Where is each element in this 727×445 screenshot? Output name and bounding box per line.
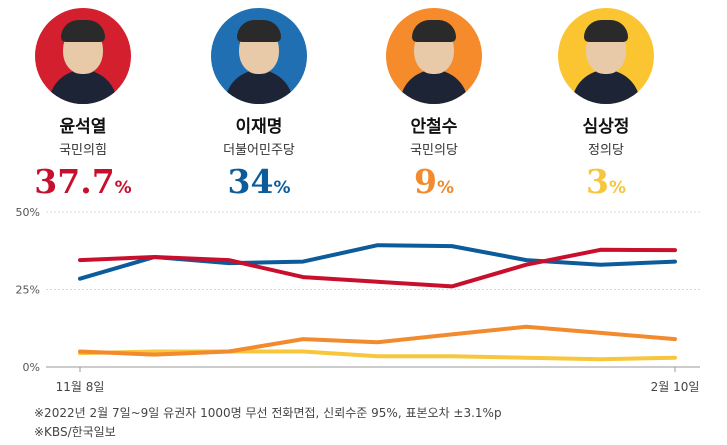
candidate-card: 이재명 더불어민주당 34% bbox=[184, 8, 334, 208]
avatar bbox=[35, 8, 131, 104]
percent-unit: % bbox=[436, 178, 454, 198]
avatar bbox=[211, 8, 307, 104]
x-tick-label: 11월 8일 bbox=[56, 380, 105, 394]
percent-unit: % bbox=[608, 178, 626, 198]
percent-value: 3 bbox=[585, 162, 609, 201]
candidate-party: 더불어민주당 bbox=[223, 143, 295, 158]
survey-footnote: ※2022년 2월 7일~9일 유권자 1000명 무선 전화면접, 신뢰수준 … bbox=[34, 406, 502, 420]
x-tick-label: 2월 10일 bbox=[651, 380, 700, 394]
series-line-윤석열 bbox=[78, 247, 677, 289]
candidate-percent: 9% bbox=[359, 162, 509, 208]
candidate-row: 윤석열 국민의힘 37.7% 이재명 더불어민주당 34% 안철수 국민의당 9… bbox=[0, 0, 727, 201]
candidate-name: 이재명 bbox=[235, 117, 283, 137]
candidate-party: 정의당 bbox=[588, 143, 624, 158]
candidate-party: 국민의힘 bbox=[59, 143, 107, 158]
y-tick-label: 0% bbox=[23, 361, 40, 374]
candidate-card: 심상정 정의당 3% bbox=[531, 8, 681, 208]
avatar bbox=[558, 8, 654, 104]
y-tick-label: 50% bbox=[16, 206, 40, 219]
candidate-name: 심상정 bbox=[582, 117, 630, 137]
candidate-card: 안철수 국민의당 9% bbox=[359, 8, 509, 208]
candidate-percent: 34% bbox=[184, 162, 334, 208]
percent-value: 9 bbox=[413, 162, 437, 201]
candidate-percent: 3% bbox=[531, 162, 681, 208]
percent-unit: % bbox=[273, 178, 291, 198]
series-line-안철수 bbox=[78, 324, 677, 357]
y-tick-label: 25% bbox=[16, 284, 40, 297]
candidate-name: 윤석열 bbox=[59, 117, 107, 137]
percent-value: 34 bbox=[227, 162, 274, 201]
candidate-name: 안철수 bbox=[410, 117, 458, 137]
series-line-심상정 bbox=[78, 349, 677, 362]
candidate-percent: 37.7% bbox=[8, 162, 158, 208]
avatar bbox=[386, 8, 482, 104]
percent-value: 37.7 bbox=[34, 162, 115, 201]
percent-unit: % bbox=[114, 178, 132, 198]
series-line-이재명 bbox=[78, 243, 677, 281]
source-footnote: ※KBS/한국일보 bbox=[34, 425, 116, 439]
candidate-card: 윤석열 국민의힘 37.7% bbox=[8, 8, 158, 208]
candidate-party: 국민의당 bbox=[410, 143, 458, 158]
poll-trend-chart: 0% 25% 50% 11월 8일 2월 10일 bbox=[16, 206, 700, 394]
